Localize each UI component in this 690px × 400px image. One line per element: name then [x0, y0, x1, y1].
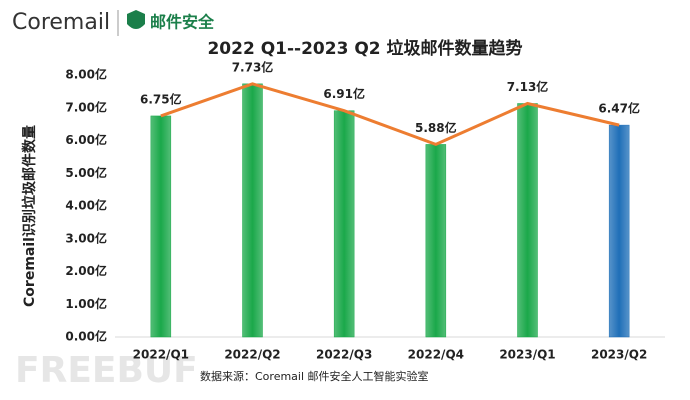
- data-label: 7.73亿: [232, 59, 274, 74]
- y-tick-label: 5.00亿: [65, 165, 107, 180]
- chart-title: 2022 Q1--2023 Q2 垃圾邮件数量趋势: [207, 38, 522, 59]
- y-axis-label: Coremail识别垃圾邮件数量: [21, 125, 38, 307]
- y-tick-label: 4.00亿: [65, 198, 107, 213]
- y-tick-label: 3.00亿: [65, 230, 107, 245]
- bar: [150, 115, 172, 338]
- watermark: FREEBUF: [15, 350, 198, 391]
- bar: [333, 110, 355, 338]
- data-label: 6.47亿: [598, 101, 640, 116]
- product: 邮件安全: [150, 13, 215, 32]
- y-tick-label: 0.00亿: [65, 329, 107, 344]
- y-tick-label: 1.00亿: [65, 296, 107, 311]
- data-label: 7.13亿: [507, 79, 549, 94]
- bar: [425, 144, 447, 338]
- x-tick-label: 2023/Q1: [499, 348, 555, 362]
- data-label: 6.75亿: [140, 91, 182, 106]
- x-tick-label: 2023/Q2: [591, 348, 647, 362]
- y-tick-label: 2.00亿: [65, 263, 107, 278]
- x-tick-label: 2022/Q3: [316, 348, 372, 362]
- brand: Coremail: [12, 10, 110, 35]
- bar: [242, 83, 263, 338]
- bar: [517, 103, 538, 338]
- y-tick-label: 8.00亿: [65, 67, 107, 82]
- y-tick-label: 6.00亿: [65, 132, 107, 147]
- trend-line: [160, 82, 620, 147]
- x-tick-label: 2022/Q2: [224, 348, 280, 362]
- data-label: 5.88亿: [415, 120, 457, 135]
- data-label: 6.91亿: [323, 86, 365, 101]
- x-tick-label: 2022/Q1: [133, 348, 189, 362]
- y-tick-label: 7.00亿: [65, 99, 107, 114]
- bar: [608, 124, 630, 338]
- shield-icon: [127, 10, 145, 29]
- x-tick-label: 2022/Q4: [408, 348, 464, 362]
- source: 数据来源：Coremail 邮件安全人工智能实验室: [200, 369, 429, 383]
